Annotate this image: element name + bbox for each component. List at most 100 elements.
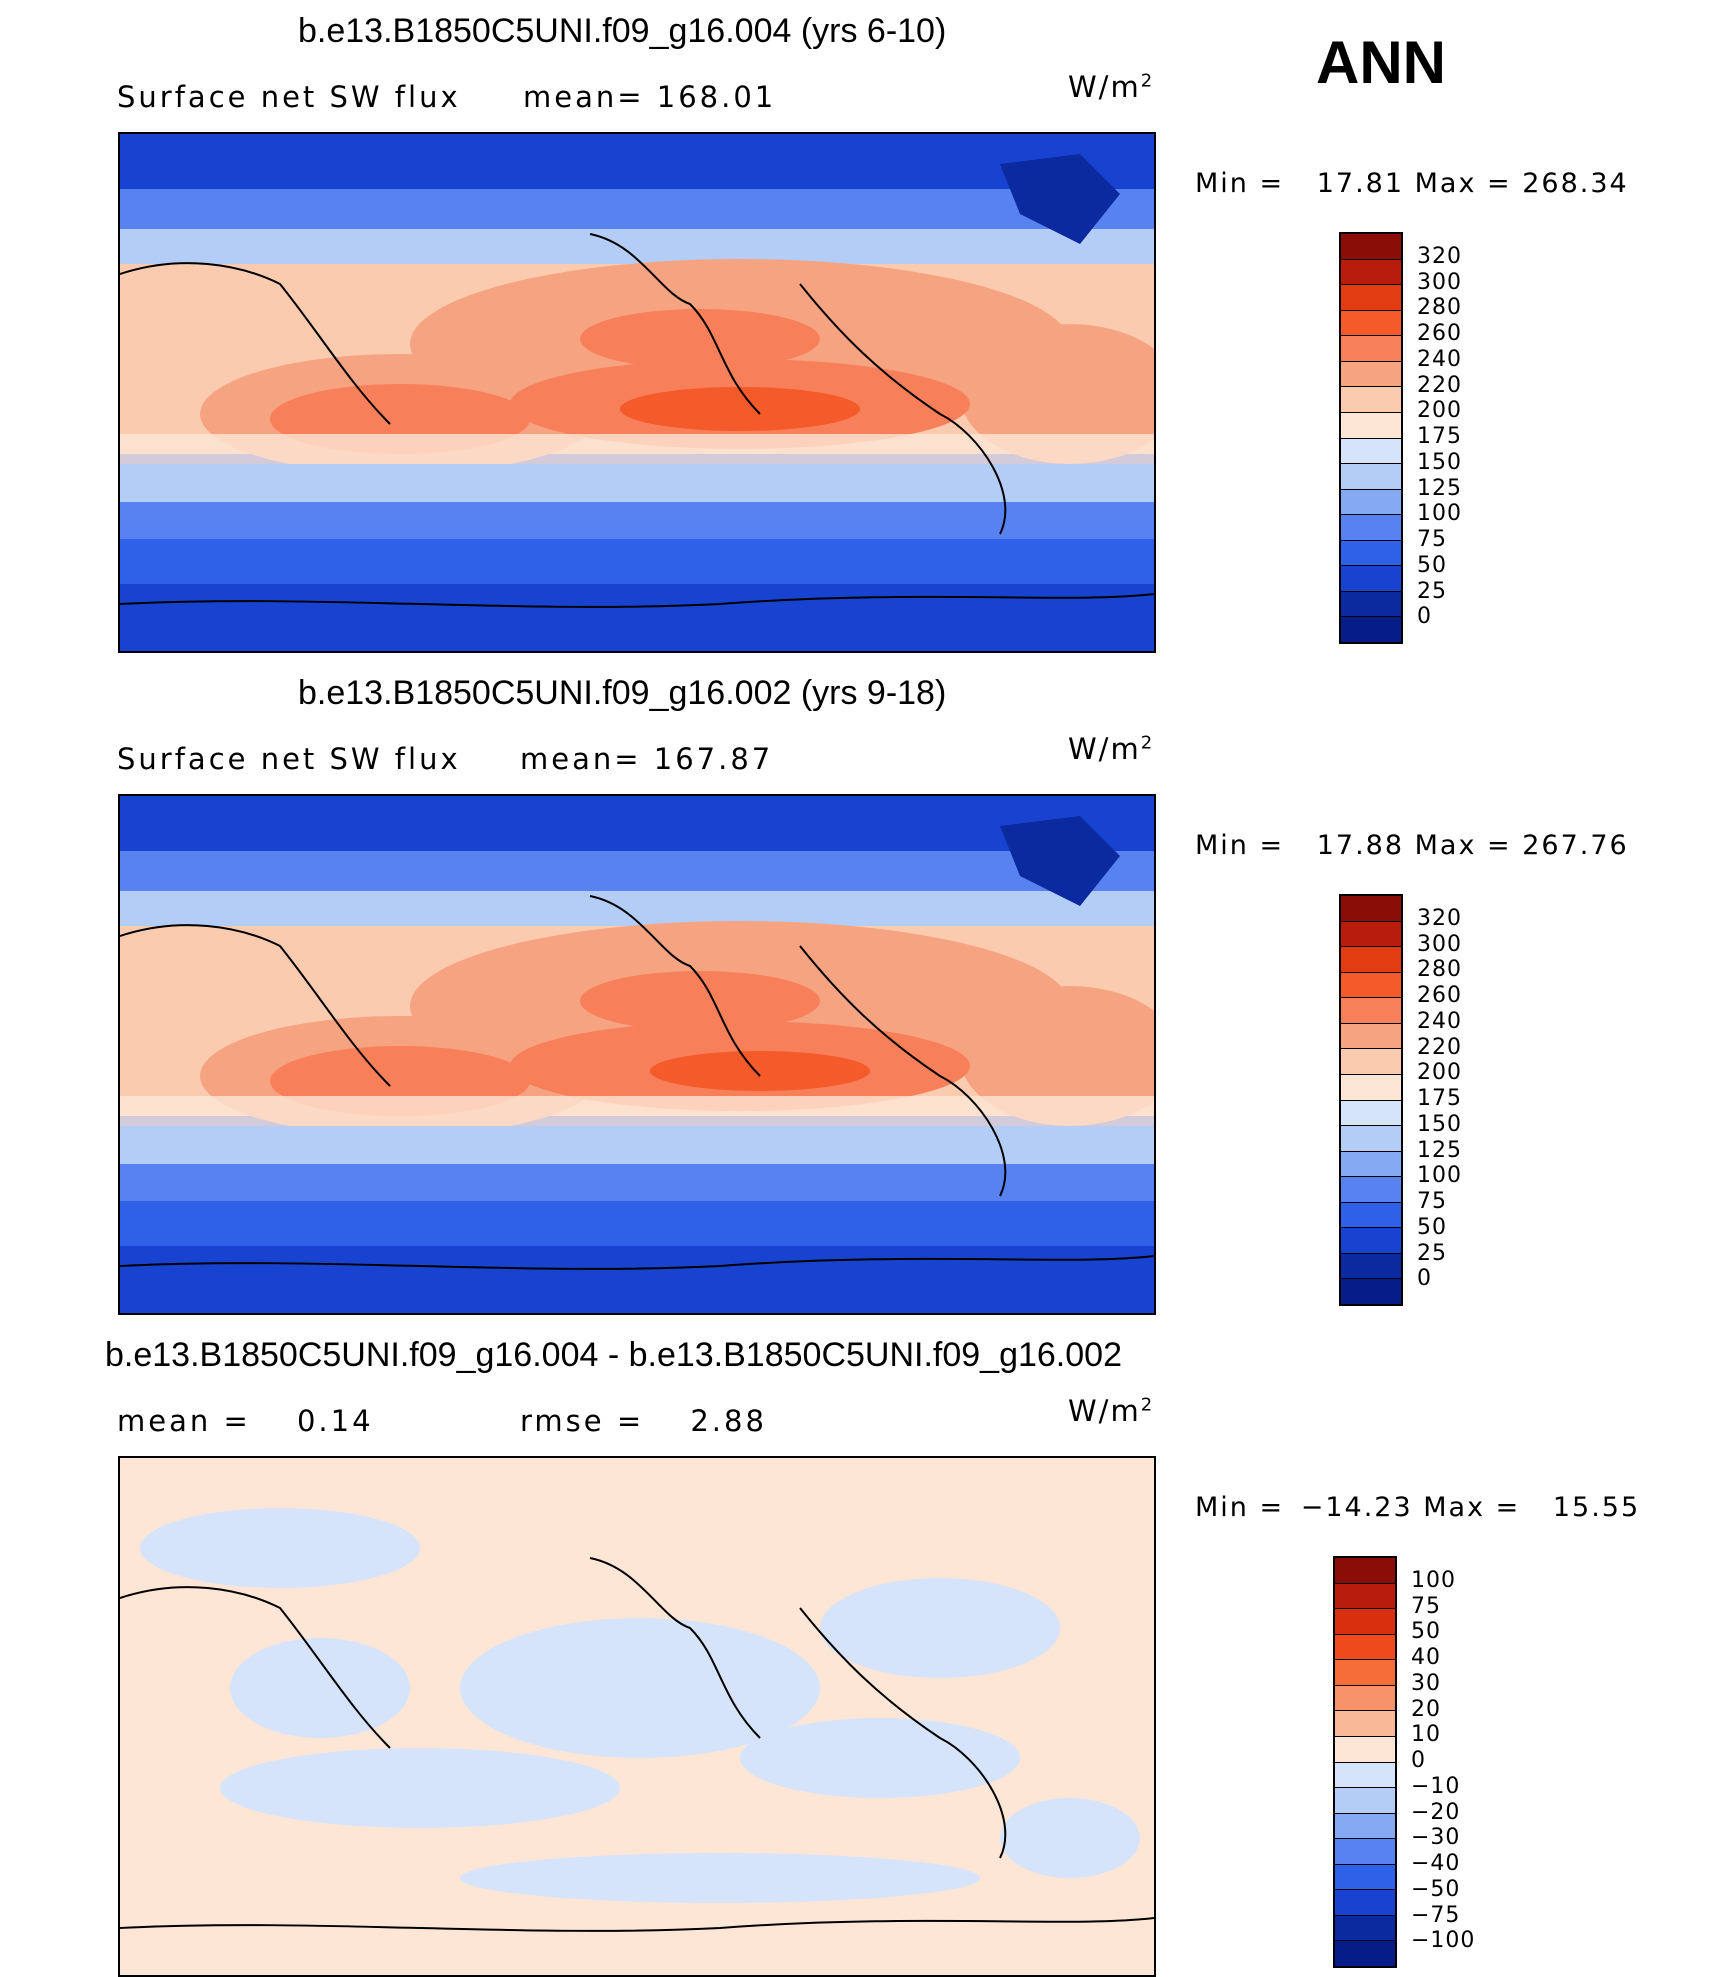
colorbar-swatch bbox=[1341, 1228, 1401, 1254]
panel-2-max-label: Max = bbox=[1414, 830, 1512, 861]
colorbar-tick-label: 75 bbox=[1411, 1593, 1441, 1619]
colorbar-swatch bbox=[1341, 1202, 1401, 1229]
panel-3-rmse: rmse = 2.88 bbox=[520, 1404, 767, 1438]
colorbar-swatch bbox=[1341, 617, 1401, 642]
panel-3-rmse-value: 2.88 bbox=[690, 1404, 767, 1438]
colorbar-tick-label: 25 bbox=[1417, 1240, 1447, 1266]
colorbar-tick-label: 320 bbox=[1417, 243, 1462, 269]
colorbar-swatch bbox=[1341, 387, 1401, 413]
colorbar-tick-label: 100 bbox=[1411, 1567, 1456, 1593]
colorbar-swatch bbox=[1341, 972, 1401, 999]
season-label: ANN bbox=[1316, 29, 1446, 96]
panel-2-colorbar bbox=[1339, 894, 1403, 1306]
panel-1-max-value: 268.34 bbox=[1522, 168, 1629, 199]
colorbar-tick-label: 25 bbox=[1417, 578, 1447, 604]
panel-2-minmax: Min = 17.88 Max = 267.76 bbox=[1195, 830, 1629, 861]
panel-3-mean-label: mean = bbox=[117, 1404, 251, 1438]
panel-3-min-label: Min = bbox=[1195, 1492, 1285, 1523]
colorbar-swatch bbox=[1341, 259, 1401, 286]
colorbar-tick-label: 0 bbox=[1417, 604, 1432, 630]
colorbar-tick-label: −20 bbox=[1411, 1799, 1461, 1825]
panel-3-map bbox=[118, 1456, 1156, 1977]
panel-2-min-value: 17.88 bbox=[1316, 830, 1405, 861]
colorbar-swatch bbox=[1341, 361, 1401, 388]
colorbar-swatch bbox=[1341, 540, 1401, 567]
panel-2-variable: Surface net SW flux bbox=[117, 742, 461, 776]
colorbar-swatch bbox=[1341, 438, 1401, 465]
panel-2-mean-value: 167.87 bbox=[653, 742, 774, 776]
colorbar-tick-label: 50 bbox=[1411, 1619, 1441, 1645]
colorbar-swatch bbox=[1335, 1890, 1395, 1916]
colorbar-tick-label: 75 bbox=[1417, 527, 1447, 552]
panel-2-mean: mean= 167.87 bbox=[520, 742, 773, 776]
panel-2-units: W/m2 bbox=[1068, 732, 1155, 766]
colorbar-swatch bbox=[1341, 566, 1401, 592]
colorbar-swatch bbox=[1341, 515, 1401, 541]
colorbar-tick-label: 300 bbox=[1417, 931, 1462, 957]
panel-3-rmse-label: rmse = bbox=[520, 1404, 645, 1438]
panel-3-max-label: Max = bbox=[1423, 1492, 1521, 1523]
colorbar-tick-label: 100 bbox=[1417, 1163, 1462, 1189]
panel-1-min-value: 17.81 bbox=[1316, 168, 1405, 199]
colorbar-tick-label: −30 bbox=[1411, 1825, 1461, 1851]
colorbar-swatch bbox=[1341, 310, 1401, 337]
colorbar-swatch bbox=[1341, 1023, 1401, 1050]
panel-2-map bbox=[118, 794, 1156, 1315]
panel-2-min-label: Min = bbox=[1195, 830, 1285, 861]
colorbar-swatch bbox=[1341, 1151, 1401, 1178]
panel-3-min-value: −14.23 bbox=[1300, 1492, 1413, 1523]
colorbar-tick-label: 175 bbox=[1417, 424, 1462, 449]
colorbar-tick-label: 200 bbox=[1417, 1060, 1462, 1086]
colorbar-tick-label: 40 bbox=[1411, 1645, 1441, 1670]
colorbar-tick-label: 320 bbox=[1417, 905, 1462, 931]
colorbar-swatch bbox=[1341, 464, 1401, 490]
colorbar-swatch bbox=[1335, 1915, 1395, 1942]
colorbar-swatch bbox=[1341, 412, 1401, 439]
colorbar-tick-label: 10 bbox=[1411, 1722, 1441, 1748]
panel-1-max-label: Max = bbox=[1414, 168, 1512, 199]
panel-3-colorbar bbox=[1333, 1556, 1397, 1968]
colorbar-swatch bbox=[1335, 1660, 1395, 1686]
colorbar-tick-label: 280 bbox=[1417, 957, 1462, 983]
colorbar-tick-label: 300 bbox=[1417, 269, 1462, 295]
colorbar-tick-label: 260 bbox=[1417, 321, 1462, 346]
colorbar-swatch bbox=[1341, 1049, 1401, 1075]
panel-2-title: b.e13.B1850C5UNI.f09_g16.002 (yrs 9-18) bbox=[298, 674, 947, 712]
colorbar-swatch bbox=[1341, 896, 1401, 922]
colorbar-tick-label: 200 bbox=[1417, 398, 1462, 424]
panel-1-map bbox=[118, 132, 1156, 653]
colorbar-swatch bbox=[1341, 336, 1401, 362]
panel-1-mean-value: 168.01 bbox=[656, 80, 777, 114]
panel-3-mean-value: 0.14 bbox=[296, 1404, 374, 1438]
panel-3-minmax: Min = −14.23 Max = 15.55 bbox=[1195, 1492, 1640, 1523]
panel-3-max-value: 15.55 bbox=[1552, 1492, 1641, 1523]
colorbar-swatch bbox=[1341, 1126, 1401, 1152]
colorbar-swatch bbox=[1335, 1941, 1395, 1966]
colorbar-swatch bbox=[1341, 998, 1401, 1024]
colorbar-swatch bbox=[1335, 1685, 1395, 1712]
colorbar-swatch bbox=[1341, 947, 1401, 973]
panel-2-max-value: 267.76 bbox=[1522, 830, 1629, 861]
colorbar-swatch bbox=[1341, 1100, 1401, 1127]
panel-3-mean: mean = 0.14 bbox=[117, 1404, 374, 1438]
colorbar-swatch bbox=[1335, 1583, 1395, 1610]
colorbar-tick-label: 220 bbox=[1417, 372, 1462, 398]
panel-1-mean: mean= 168.01 bbox=[523, 80, 776, 114]
colorbar-tick-label: −75 bbox=[1411, 1902, 1461, 1928]
panel-1-variable: Surface net SW flux bbox=[117, 80, 461, 114]
colorbar-tick-label: 240 bbox=[1417, 346, 1462, 372]
colorbar-tick-label: −40 bbox=[1411, 1851, 1461, 1876]
colorbar-tick-label: 30 bbox=[1411, 1670, 1441, 1696]
colorbar-tick-label: 75 bbox=[1417, 1189, 1447, 1214]
colorbar-swatch bbox=[1341, 1177, 1401, 1203]
colorbar-swatch bbox=[1335, 1711, 1395, 1737]
colorbar-swatch bbox=[1341, 234, 1401, 260]
colorbar-tick-label: 125 bbox=[1417, 1137, 1462, 1163]
panel-1-colorbar bbox=[1339, 232, 1403, 644]
colorbar-swatch bbox=[1335, 1864, 1395, 1891]
colorbar-tick-label: 280 bbox=[1417, 295, 1462, 321]
panel-1-title: b.e13.B1850C5UNI.f09_g16.004 (yrs 6-10) bbox=[298, 12, 947, 50]
panel-2-mean-label: mean= bbox=[520, 742, 642, 776]
colorbar-tick-label: −50 bbox=[1411, 1876, 1461, 1902]
colorbar-swatch bbox=[1335, 1762, 1395, 1789]
